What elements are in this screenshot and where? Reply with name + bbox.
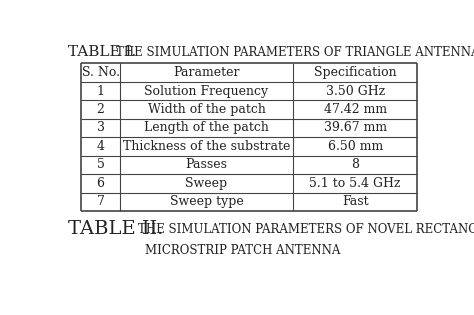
Text: Solution Frequency: Solution Frequency <box>145 84 269 98</box>
Text: MICROSTRIP PATCH ANTENNA: MICROSTRIP PATCH ANTENNA <box>145 243 341 256</box>
Text: TABLE II.: TABLE II. <box>68 220 164 238</box>
Text: 3: 3 <box>97 122 105 135</box>
Text: Length of the patch: Length of the patch <box>144 122 269 135</box>
Text: Sweep type: Sweep type <box>170 196 243 209</box>
Text: 3.50 GHz: 3.50 GHz <box>326 84 385 98</box>
Text: S. No.: S. No. <box>82 66 119 79</box>
Text: 2: 2 <box>97 103 105 116</box>
Text: Fast: Fast <box>342 196 369 209</box>
Text: 39.67 mm: 39.67 mm <box>324 122 387 135</box>
Text: 8: 8 <box>351 158 359 171</box>
Text: THE SIMULATION PARAMETERS OF NOVEL RECTANGULAR: THE SIMULATION PARAMETERS OF NOVEL RECTA… <box>138 223 474 236</box>
Text: Thickness of the substrate: Thickness of the substrate <box>123 140 290 153</box>
Text: Passes: Passes <box>185 158 228 171</box>
Text: 6: 6 <box>97 177 105 190</box>
Text: Specification: Specification <box>314 66 397 79</box>
Text: 6.50 mm: 6.50 mm <box>328 140 383 153</box>
Text: 7: 7 <box>97 196 105 209</box>
Text: 4: 4 <box>97 140 105 153</box>
Text: TABLE I.: TABLE I. <box>68 45 137 59</box>
Text: Parameter: Parameter <box>173 66 240 79</box>
Text: Width of the patch: Width of the patch <box>147 103 265 116</box>
Text: THE SIMULATION PARAMETERS OF TRIANGLE ANTENNA: THE SIMULATION PARAMETERS OF TRIANGLE AN… <box>116 46 474 59</box>
Text: 47.42 mm: 47.42 mm <box>324 103 387 116</box>
Text: Sweep: Sweep <box>185 177 228 190</box>
Text: 5: 5 <box>97 158 105 171</box>
Text: 1: 1 <box>97 84 105 98</box>
Text: 5.1 to 5.4 GHz: 5.1 to 5.4 GHz <box>310 177 401 190</box>
